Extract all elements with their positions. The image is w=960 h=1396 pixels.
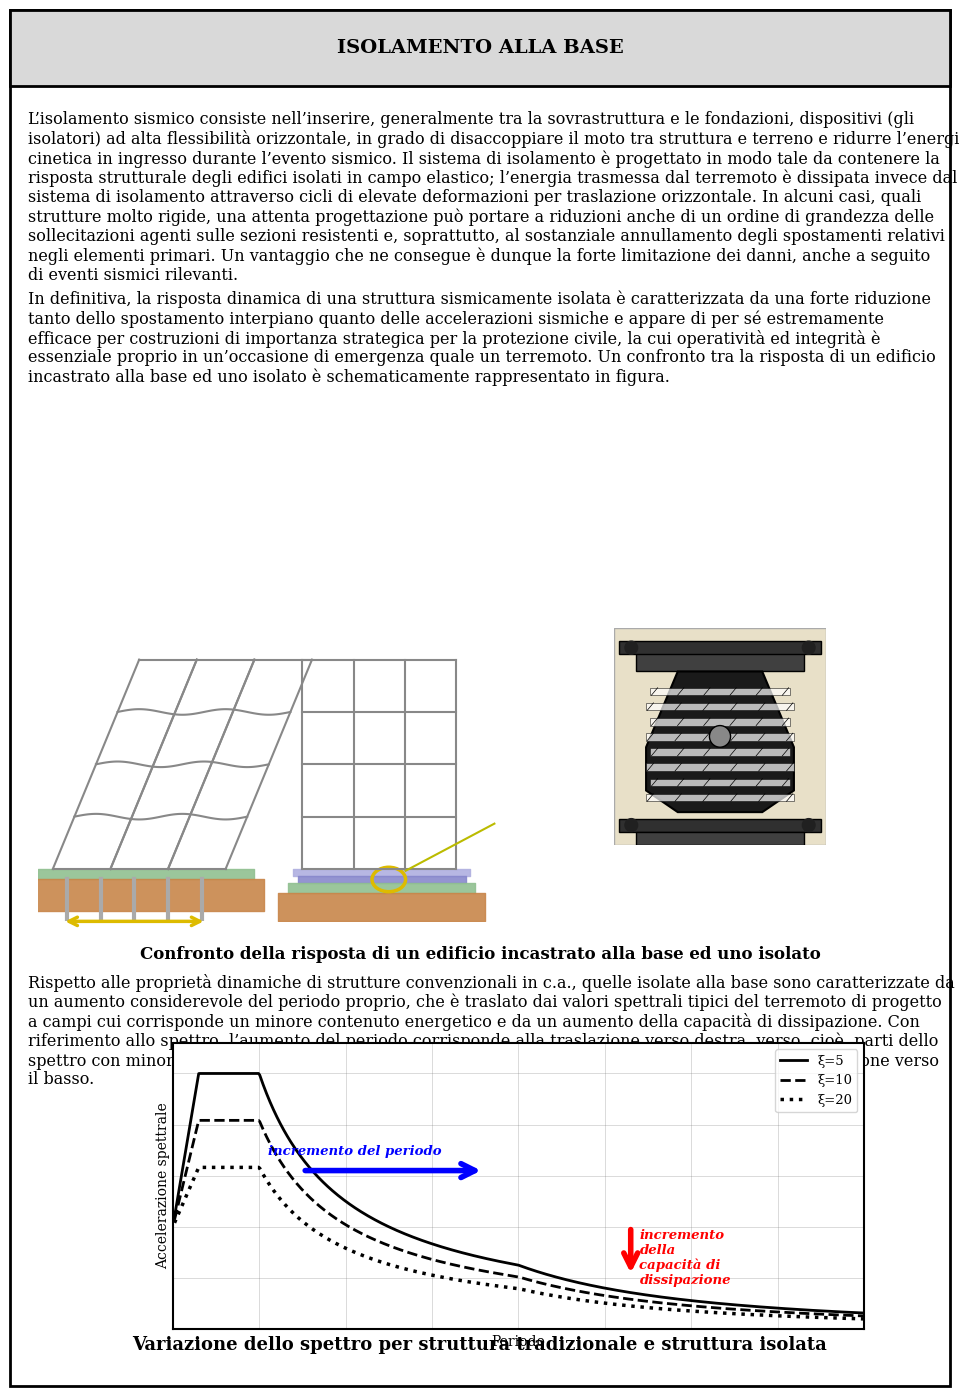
Text: Spettro di risposta elastico: Spettro di risposta elastico bbox=[348, 1106, 612, 1122]
Bar bbox=[650, 688, 790, 695]
Line: ξ=5: ξ=5 bbox=[175, 1074, 864, 1314]
ξ=5 bbox=[858, 1305, 870, 1322]
Line: ξ=10: ξ=10 bbox=[175, 1121, 864, 1316]
Bar bbox=[650, 748, 790, 755]
ξ=5 bbox=[292, 1143, 303, 1160]
Bar bbox=[646, 733, 794, 741]
Text: incremento
della
capacità di
dissipazione: incremento della capacità di dissipazion… bbox=[639, 1228, 731, 1287]
Text: ISOLAMENTO ALLA BASE: ISOLAMENTO ALLA BASE bbox=[337, 39, 623, 57]
Circle shape bbox=[625, 641, 637, 655]
Circle shape bbox=[625, 818, 637, 832]
Text: spettro con minore contenuto energetico, e l’incremento della capacità di dissip: spettro con minore contenuto energetico,… bbox=[28, 1053, 939, 1069]
ξ=10 bbox=[689, 1298, 701, 1315]
ξ=20 bbox=[194, 1159, 205, 1175]
Text: a campi cui corrisponde un minore contenuto energetico e da un aumento della cap: a campi cui corrisponde un minore conten… bbox=[28, 1013, 920, 1032]
Bar bbox=[646, 702, 794, 711]
Text: tanto dello spostamento interpiano quanto delle accelerazioni sismiche e appare : tanto dello spostamento interpiano quant… bbox=[28, 310, 884, 328]
Bar bbox=[636, 645, 804, 671]
Bar bbox=[10, 10, 950, 87]
Bar bbox=[636, 832, 804, 845]
Text: Rispetto alle proprietà dinamiche di strutture convenzionali in c.a., quelle iso: Rispetto alle proprietà dinamiche di str… bbox=[28, 974, 955, 993]
Circle shape bbox=[709, 726, 731, 747]
X-axis label: Periodo: Periodo bbox=[492, 1335, 545, 1349]
Circle shape bbox=[803, 818, 815, 832]
Polygon shape bbox=[646, 671, 794, 812]
Bar bbox=[646, 764, 794, 771]
Text: strutture molto rigide, una attenta progettazione può portare a riduzioni anche : strutture molto rigide, una attenta prog… bbox=[28, 208, 934, 226]
ξ=5 bbox=[576, 1275, 588, 1291]
ξ=20 bbox=[169, 1215, 180, 1231]
Text: un aumento considerevole del periodo proprio, che è traslato dai valori spettral: un aumento considerevole del periodo pro… bbox=[28, 994, 942, 1011]
Text: cinetica in ingresso durante l’evento sismico. Il sistema di isolamento è proget: cinetica in ingresso durante l’evento si… bbox=[28, 149, 940, 168]
Line: ξ=20: ξ=20 bbox=[175, 1167, 864, 1319]
ξ=20 bbox=[348, 1242, 359, 1259]
ξ=5 bbox=[169, 1208, 180, 1224]
ξ=20 bbox=[482, 1276, 493, 1293]
ξ=20 bbox=[858, 1311, 870, 1328]
ξ=5 bbox=[689, 1293, 701, 1309]
Bar bbox=[650, 718, 790, 726]
Text: incremento del periodo: incremento del periodo bbox=[268, 1145, 442, 1159]
Text: sollecitazioni agenti sulle sezioni resistenti e, soprattutto, al sostanziale an: sollecitazioni agenti sulle sezioni resi… bbox=[28, 228, 945, 246]
Text: efficace per costruzioni di importanza strategica per la protezione civile, la c: efficace per costruzioni di importanza s… bbox=[28, 329, 880, 348]
Text: In definitiva, la risposta dinamica di una struttura sismicamente isolata è cara: In definitiva, la risposta dinamica di u… bbox=[28, 290, 931, 309]
ξ=10 bbox=[194, 1113, 205, 1129]
Bar bbox=[618, 641, 822, 655]
ξ=10 bbox=[348, 1220, 359, 1237]
ξ=10 bbox=[169, 1212, 180, 1228]
Text: risposta strutturale degli edifici isolati in campo elastico; l’energia trasmess: risposta strutturale degli edifici isola… bbox=[28, 169, 957, 187]
ξ=20 bbox=[631, 1298, 642, 1315]
Bar bbox=[650, 779, 790, 786]
Bar bbox=[10, 10, 950, 87]
ξ=5 bbox=[631, 1286, 642, 1302]
Text: incastrato alla base ed uno isolato è schematicamente rappresentato in figura.: incastrato alla base ed uno isolato è sc… bbox=[28, 369, 670, 387]
Text: L’isolamento sismico consiste nell’inserire, generalmente tra la sovrastruttura : L’isolamento sismico consiste nell’inser… bbox=[28, 112, 914, 128]
ξ=10 bbox=[576, 1283, 588, 1300]
Legend: ξ=5, ξ=10, ξ=20: ξ=5, ξ=10, ξ=20 bbox=[775, 1050, 857, 1113]
ξ=20 bbox=[576, 1291, 588, 1308]
Text: sistema di isolamento attraverso cicli di elevate deformazioni per traslazione o: sistema di isolamento attraverso cicli d… bbox=[28, 188, 922, 207]
Circle shape bbox=[803, 641, 815, 655]
Text: di eventi sismici rilevanti.: di eventi sismici rilevanti. bbox=[28, 267, 238, 283]
ξ=10 bbox=[292, 1177, 303, 1194]
ξ=5 bbox=[194, 1065, 205, 1082]
Bar bbox=[646, 794, 794, 801]
ξ=20 bbox=[292, 1209, 303, 1226]
ξ=10 bbox=[482, 1263, 493, 1280]
Text: riferimento allo spettro, l’aumento del periodo corrisponde alla traslazione ver: riferimento allo spettro, l’aumento del … bbox=[28, 1033, 938, 1050]
Text: negli elementi primari. Un vantaggio che ne consegue è dunque la forte limitazio: negli elementi primari. Un vantaggio che… bbox=[28, 247, 930, 265]
Text: il basso.: il basso. bbox=[28, 1072, 94, 1089]
ξ=10 bbox=[631, 1291, 642, 1308]
Bar bbox=[618, 818, 822, 832]
ξ=5 bbox=[348, 1198, 359, 1215]
Text: Variazione dello spettro per struttura tradizionale e struttura isolata: Variazione dello spettro per struttura t… bbox=[132, 1336, 828, 1354]
Text: isolatori) ad alta flessibilità orizzontale, in grado di disaccoppiare il moto t: isolatori) ad alta flessibilità orizzont… bbox=[28, 130, 960, 148]
ξ=20 bbox=[689, 1302, 701, 1319]
ξ=10 bbox=[858, 1308, 870, 1325]
ξ=5 bbox=[482, 1251, 493, 1268]
Y-axis label: Accelerazione spettrale: Accelerazione spettrale bbox=[156, 1103, 170, 1269]
Text: Confronto della risposta di un edificio incastrato alla base ed uno isolato: Confronto della risposta di un edificio … bbox=[139, 946, 821, 963]
Text: essenziale proprio in un’occasione di emergenza quale un terremoto. Un confronto: essenziale proprio in un’occasione di em… bbox=[28, 349, 936, 366]
